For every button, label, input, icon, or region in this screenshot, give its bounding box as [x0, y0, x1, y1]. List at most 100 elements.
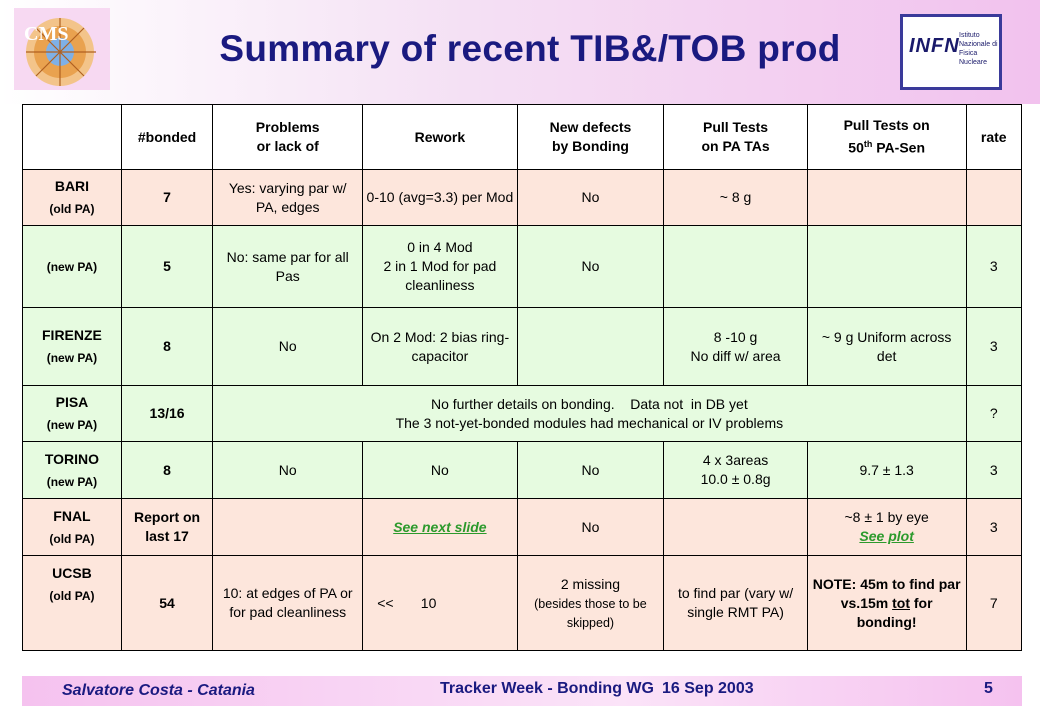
- site-pa: (old PA): [49, 531, 95, 546]
- site-pa: (new PA): [46, 260, 98, 274]
- pullpa-cell: [663, 498, 808, 556]
- cms-logo-icon: CMS: [14, 8, 110, 90]
- problems-cell: No: [212, 441, 364, 499]
- header-rework: Rework: [362, 104, 518, 170]
- newdef-line1: 2 missing: [560, 575, 620, 592]
- pisa-note-cell: No further details on bonding. Data not …: [212, 385, 967, 442]
- pisa-note-line2: The 3 not-yet-bonded modules had mechani…: [395, 414, 784, 431]
- header-pullpa-line2: on PA TAs: [701, 138, 770, 154]
- pull50-cell: ~8 ± 1 by eye See plot: [806, 498, 967, 556]
- site-pa: (old PA): [49, 202, 95, 216]
- table-row: PISA (new PA) 13/16 No further details on…: [22, 385, 1022, 442]
- newdef-cell: No: [516, 169, 665, 226]
- site-pa: (new PA): [46, 351, 98, 365]
- header-band: [0, 0, 1040, 104]
- site-cell: PISA (new PA): [22, 385, 122, 442]
- problems-cell: [212, 498, 364, 556]
- footer-author: Salvatore Costa - Catania: [62, 682, 255, 699]
- header-empty: [22, 104, 122, 170]
- see-plot-link[interactable]: See plot: [859, 528, 914, 544]
- pisa-note-line1: No further details on bonding. Data not …: [430, 395, 748, 412]
- pullpa-line1: 4 x 3areas: [702, 452, 769, 468]
- rework-line2: 2 in 1 Mod for pad cleanliness: [383, 258, 497, 293]
- newdef-line2: (besides those to be skipped): [534, 596, 647, 630]
- rate-cell: 3: [965, 307, 1022, 386]
- rework-cell: See next slide: [362, 498, 518, 556]
- site-name: TORINO: [44, 450, 100, 467]
- problems-cell: Yes: varying par w/ PA, edges: [212, 169, 364, 226]
- problems-cell: 10: at edges of PA or for pad cleanlines…: [212, 555, 364, 651]
- header-pull-50: Pull Tests on 50th PA-Sen: [806, 104, 967, 170]
- newdef-cell: No: [516, 225, 665, 308]
- rework-cell: 0-10 (avg=3.3) per Mod: [362, 169, 518, 226]
- pull50-cell: [806, 169, 967, 226]
- bonded-cell: 7: [120, 169, 214, 226]
- note-part2: for bonding!: [856, 594, 933, 630]
- footer-band: Salvatore Costa - Catania Tracker Week -…: [22, 676, 1022, 706]
- bonded-cell: 8: [120, 441, 214, 499]
- site-name: FIRENZE: [42, 327, 102, 343]
- pullpa-cell: ~ 8 g: [663, 169, 808, 226]
- rework-value: << 10: [377, 594, 437, 611]
- infn-logo-icon: INFN Istituto Nazionale di Fisica Nuclea…: [900, 14, 1002, 90]
- pullpa-cell: to find par (vary w/ single RMT PA): [663, 555, 808, 651]
- header-pull-pa: Pull Tests on PA TAs: [663, 104, 808, 170]
- problems-cell: No: same par for all Pas: [212, 225, 364, 308]
- rate-cell: 3: [965, 225, 1022, 308]
- pullpa-cell: [663, 225, 808, 308]
- newdef-cell: No: [516, 498, 665, 556]
- table-row: FNAL (old PA) Report on last 17 See next …: [22, 498, 1022, 556]
- note-tot: tot: [892, 594, 910, 611]
- header-problems: Problems or lack of: [212, 104, 364, 170]
- site-cell: (new PA): [22, 225, 122, 308]
- site-cell: BARI (old PA): [22, 169, 122, 226]
- header-pull50-rest: PA-Sen: [872, 139, 925, 156]
- pullpa-line1: 8 -10 g: [713, 328, 758, 345]
- table-header-row: #bonded Problems or lack of Rework New de…: [22, 104, 1022, 170]
- rework-line1: 0 in 4 Mod: [407, 239, 473, 255]
- table-row: (new PA) 5 No: same par for all Pas 0 in…: [22, 225, 1022, 308]
- header-bonded: #bonded: [120, 104, 214, 170]
- summary-table: #bonded Problems or lack of Rework New de…: [22, 104, 1022, 651]
- rate-cell: 7: [965, 555, 1022, 651]
- header-pull50-line1: Pull Tests on: [843, 117, 930, 134]
- header-problems-line2: or lack of: [256, 138, 319, 154]
- table-row: BARI (old PA) 7 Yes: varying par w/ PA, e…: [22, 169, 1022, 226]
- site-cell: TORINO (new PA): [22, 441, 122, 499]
- site-name: UCSB: [52, 565, 92, 581]
- infn-logo-text: INFN: [909, 35, 960, 57]
- rate-cell: ?: [965, 385, 1022, 442]
- note-part1: NOTE: 45m to find par vs.15m: [812, 575, 961, 611]
- site-pa: (old PA): [49, 589, 95, 603]
- rate-cell: 3: [965, 498, 1022, 556]
- table-row: UCSB (old PA) 54 10: at edges of PA or fo…: [22, 555, 1022, 651]
- pull50-cell: 9.7 ± 1.3: [806, 441, 967, 499]
- problems-cell: No: [212, 307, 364, 386]
- bonded-cell: 54: [120, 555, 214, 651]
- footer-date: 16 Sep 2003: [662, 680, 754, 697]
- table-row: FIRENZE (new PA) 8 No On 2 Mod: 2 bias ri…: [22, 307, 1022, 386]
- site-pa: (new PA): [46, 418, 98, 432]
- pull50-cell: NOTE: 45m to find par vs.15m tot for bon…: [806, 555, 967, 651]
- page-title: Summary of recent TIB&/TOB prod: [219, 28, 841, 69]
- see-next-slide-link[interactable]: See next slide: [393, 518, 487, 535]
- table-row: TORINO (new PA) 8 No No No 4 x 3areas 10.0…: [22, 441, 1022, 499]
- site-name: PISA: [55, 394, 89, 410]
- pull50-line1: ~8 ± 1 by eye: [844, 509, 929, 525]
- site-cell: UCSB (old PA): [22, 555, 122, 651]
- footer-event: Tracker Week - Bonding WG: [440, 680, 654, 697]
- header-pull50-num: 50: [848, 139, 864, 156]
- site-cell: FNAL (old PA): [22, 498, 122, 556]
- rework-cell: On 2 Mod: 2 bias ring-capacitor: [362, 307, 518, 386]
- pull50-cell: [806, 225, 967, 308]
- rework-cell: << 10: [362, 555, 518, 651]
- rework-cell: No: [362, 441, 518, 499]
- newdef-cell: [516, 307, 665, 386]
- footer-page-number: 5: [984, 680, 993, 697]
- pull50-cell: ~ 9 g Uniform across det: [806, 307, 967, 386]
- header-problems-line1: Problems: [255, 119, 320, 135]
- site-pa: (new PA): [46, 474, 98, 489]
- site-name: BARI: [54, 178, 90, 194]
- rework-cell: 0 in 4 Mod 2 in 1 Mod for pad cleanliness: [362, 225, 518, 308]
- rate-cell: [965, 169, 1022, 226]
